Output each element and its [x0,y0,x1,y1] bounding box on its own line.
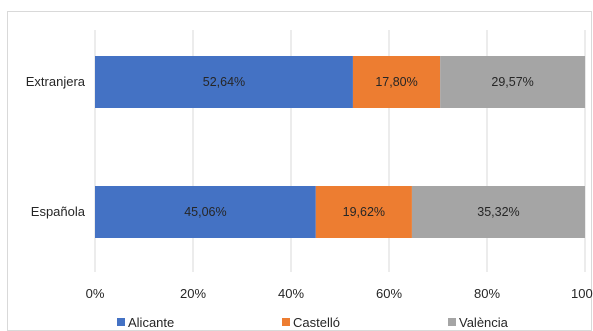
x-tick-label: 0% [86,286,105,301]
category-label: Extranjera [26,74,86,89]
x-tick-label: 20% [180,286,206,301]
data-label: 52,64% [203,75,245,89]
bar-segment-castelló [315,186,412,238]
x-tick-label: 80% [474,286,500,301]
data-label: 29,57% [491,75,533,89]
data-label: 45,06% [184,205,226,219]
bar-segment-valència [440,56,586,108]
x-tick-label: 60% [376,286,402,301]
x-tick-label: 100% [571,286,593,301]
bar-segment-alicante [95,186,316,238]
data-label: 17,80% [375,75,417,89]
legend-swatch-valència [448,318,456,326]
legend-label: Alicante [128,315,174,330]
legend-label: Castelló [293,315,340,330]
data-label: 19,62% [343,205,385,219]
data-label: 35,32% [477,205,519,219]
legend-label: València [459,315,509,330]
legend-swatch-castelló [282,318,290,326]
bar-segment-valència [411,186,585,238]
x-tick-label: 40% [278,286,304,301]
legend-swatch-alicante [117,318,125,326]
category-label: Española [31,204,86,219]
bar-segment-alicante [95,56,353,108]
bar-segment-castelló [352,56,441,108]
